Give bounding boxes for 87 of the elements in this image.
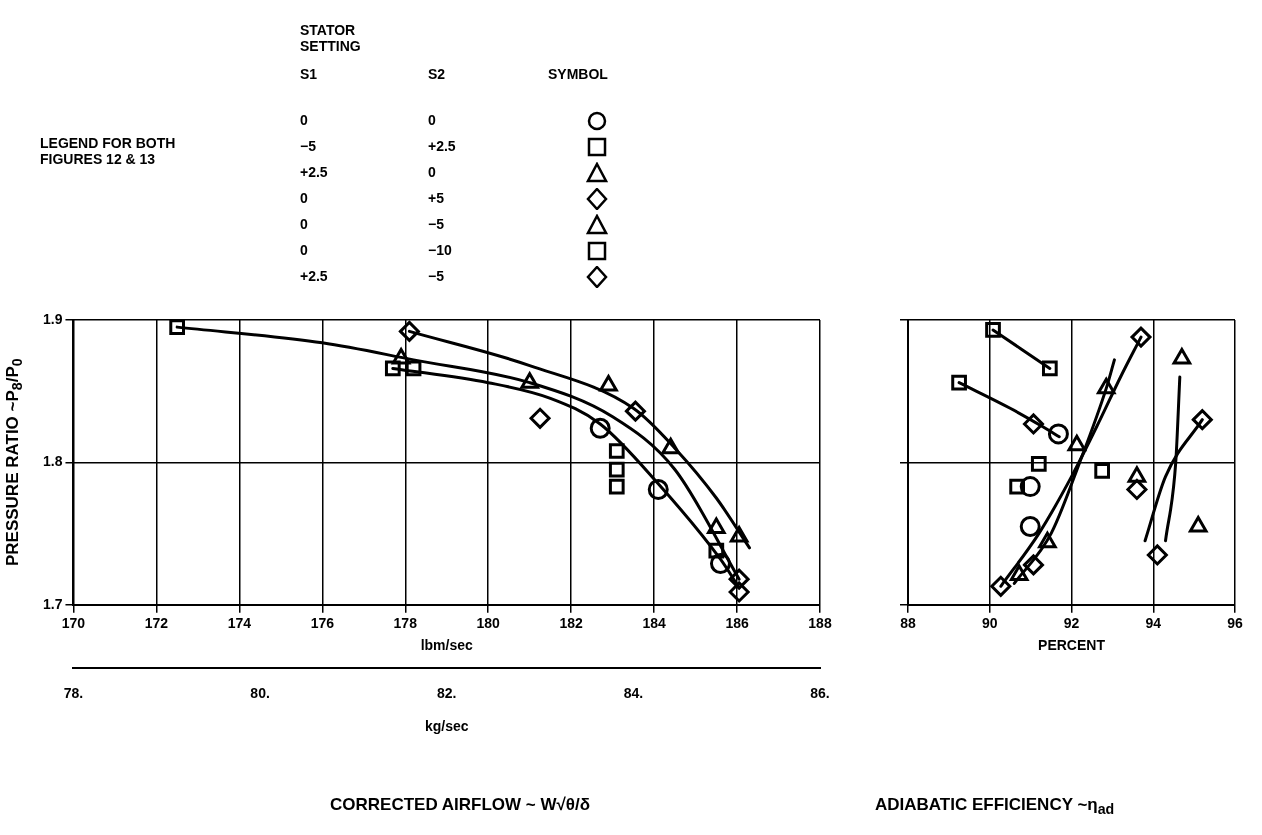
x-axis-title: PERCENT — [1038, 636, 1106, 653]
text: CORRECTED AIRFLOW ~ W√θ/δ — [330, 795, 591, 815]
point — [384, 360, 401, 377]
point — [1188, 515, 1208, 533]
x-tick-label: 178 — [393, 615, 418, 632]
text: 0 — [428, 112, 436, 128]
point — [1126, 478, 1148, 500]
x2-tick-label: 86. — [810, 684, 830, 701]
text: 0 — [300, 112, 308, 128]
point — [728, 581, 750, 603]
point — [1009, 564, 1029, 581]
x-tick-label: 170 — [61, 615, 86, 632]
point — [398, 320, 420, 342]
x-tick-label: 188 — [808, 615, 832, 632]
point — [990, 575, 1012, 597]
x-tick-label: 172 — [144, 615, 169, 632]
point — [1030, 455, 1047, 472]
point — [608, 461, 625, 478]
point — [599, 375, 618, 392]
text: −5 — [428, 268, 444, 284]
point — [608, 443, 625, 459]
y-tick-label: 1.8 — [42, 453, 63, 470]
point — [589, 417, 611, 439]
point — [1127, 466, 1147, 483]
x-tick-label: 174 — [227, 615, 252, 632]
point — [951, 374, 967, 391]
text: SYMBOL — [548, 66, 608, 82]
point — [624, 400, 646, 422]
x-axis-title: lbm/sec — [420, 636, 474, 653]
point — [391, 347, 411, 365]
x-tick-label: 92 — [1063, 615, 1080, 632]
x2-tick-label: 84. — [623, 684, 644, 701]
point — [1019, 515, 1041, 537]
x-tick-label: 184 — [642, 615, 666, 632]
x2-tick-label: 82. — [437, 684, 457, 701]
x-tick-label: 96 — [1227, 615, 1243, 632]
text: LEGEND FOR BOTH FIGURES 12 & 13 — [40, 135, 177, 167]
point — [1022, 413, 1044, 435]
point — [985, 322, 1001, 338]
point — [1009, 478, 1025, 495]
x2-tick-label: 78. — [63, 684, 84, 701]
x2-axis-title: kg/sec — [424, 718, 469, 735]
point — [708, 542, 725, 559]
text: 0 — [300, 216, 308, 232]
point — [1047, 423, 1069, 445]
text: −10 — [428, 242, 452, 258]
point — [1130, 326, 1152, 348]
text: −5 — [428, 216, 444, 232]
y-tick-label: 1.9 — [42, 310, 63, 327]
x-tick-label: 182 — [559, 615, 584, 632]
point — [661, 437, 680, 455]
text: +2.5 — [428, 138, 456, 154]
text: S1 — [300, 66, 318, 82]
text: +2.5 — [300, 164, 328, 180]
point — [1019, 476, 1041, 498]
point — [520, 372, 539, 389]
x-tick-label: 176 — [310, 615, 335, 632]
point — [1191, 409, 1213, 431]
point — [608, 478, 625, 495]
point — [1041, 360, 1058, 377]
point — [1146, 544, 1168, 566]
x-tick-label: 180 — [476, 615, 501, 632]
point — [1094, 463, 1111, 479]
text: ADIABATIC EFFICIENCY ~η$_{ad}$ — [875, 795, 1115, 818]
text: 0 — [300, 190, 308, 206]
point — [709, 553, 731, 574]
point — [1022, 554, 1044, 576]
x-tick-label: 88 — [900, 615, 916, 632]
text: S2 — [428, 66, 446, 82]
text: 0 — [300, 242, 308, 258]
x-tick-label: 186 — [725, 615, 749, 632]
text: STATOR SETTING — [300, 22, 362, 54]
y-tick-label: 1.7 — [42, 595, 63, 612]
point — [169, 320, 186, 335]
x-tick-label: 90 — [981, 615, 998, 632]
point — [529, 407, 551, 429]
x2-tick-label: 80. — [250, 684, 270, 701]
x-tick-label: 94 — [1145, 615, 1162, 632]
text: 0 — [428, 164, 436, 180]
text: +2.5 — [300, 268, 328, 284]
text: −5 — [300, 138, 316, 154]
point — [1067, 434, 1087, 452]
point — [405, 360, 422, 377]
text: +5 — [428, 190, 444, 206]
point — [1038, 531, 1057, 549]
point — [647, 478, 669, 500]
point — [728, 568, 750, 590]
